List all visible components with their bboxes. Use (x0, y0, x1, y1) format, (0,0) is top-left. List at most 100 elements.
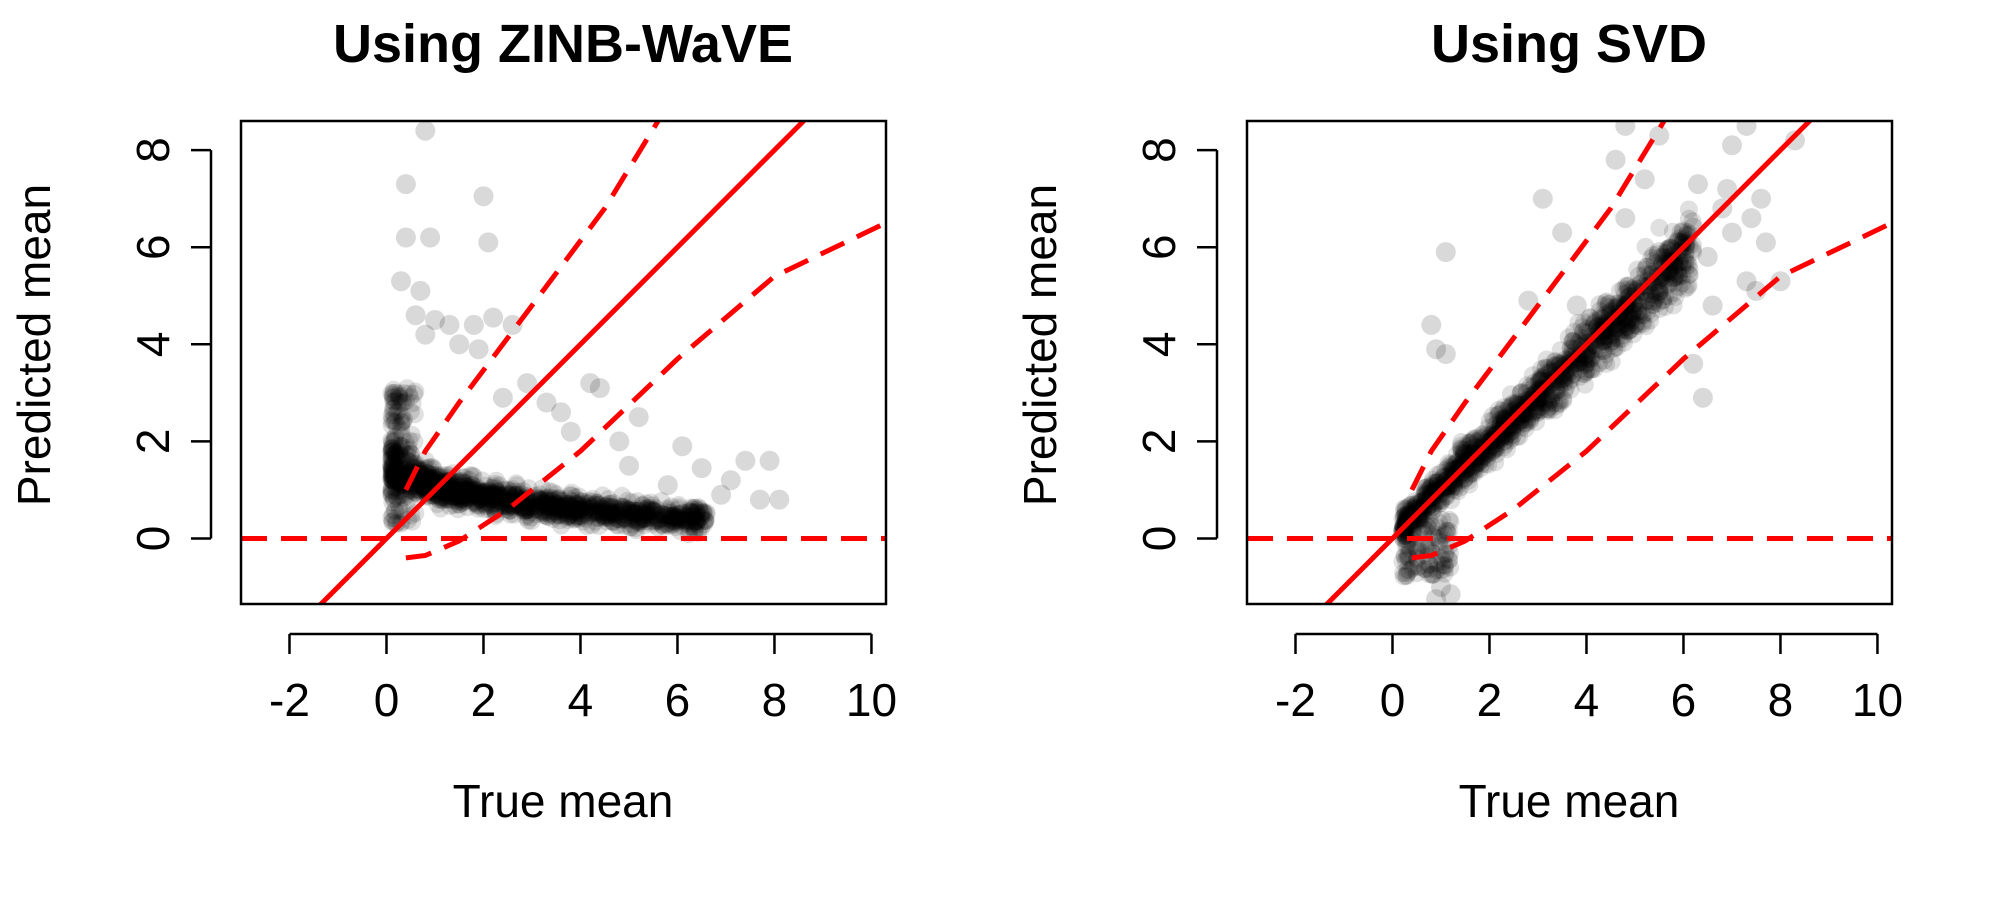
point (1394, 564, 1413, 582)
point (1547, 369, 1566, 388)
point (416, 459, 435, 478)
point (1423, 565, 1442, 584)
point (421, 458, 440, 477)
point (411, 474, 430, 493)
point (687, 500, 706, 519)
point (681, 503, 700, 522)
point (383, 439, 402, 458)
point (634, 509, 653, 528)
point (1665, 273, 1684, 292)
point (572, 499, 591, 518)
point (1402, 514, 1421, 533)
point (1580, 360, 1598, 379)
point (644, 502, 663, 521)
point (696, 510, 715, 529)
point (1679, 275, 1698, 294)
point (569, 487, 588, 506)
point (1618, 277, 1637, 296)
point (411, 473, 430, 492)
point (463, 314, 484, 335)
point (411, 472, 430, 491)
point (1448, 445, 1466, 464)
point (550, 501, 569, 520)
point (515, 502, 534, 521)
point (443, 487, 462, 506)
point (1680, 265, 1699, 284)
point (1433, 527, 1452, 546)
point (671, 509, 690, 528)
point (1669, 278, 1688, 297)
point (641, 505, 660, 524)
outlier-points (1421, 121, 1805, 604)
point (573, 492, 592, 511)
point (385, 413, 404, 432)
point (408, 484, 426, 503)
point (609, 516, 628, 535)
point (1586, 331, 1605, 350)
point (1633, 305, 1652, 324)
point (476, 493, 495, 512)
point (618, 511, 637, 530)
point (612, 511, 631, 529)
point (1550, 380, 1569, 399)
point (618, 501, 637, 520)
point (447, 492, 466, 511)
point (1420, 565, 1438, 584)
point (1621, 309, 1640, 328)
point (441, 487, 460, 506)
point (1515, 392, 1534, 411)
point (685, 519, 704, 538)
point (401, 402, 420, 421)
point (609, 431, 630, 452)
point (652, 492, 671, 511)
point (1472, 425, 1491, 444)
point (522, 495, 541, 514)
point (384, 388, 403, 407)
point (1569, 348, 1588, 367)
point (409, 477, 428, 496)
point (628, 514, 647, 532)
point (661, 510, 680, 529)
point (442, 482, 461, 501)
point (435, 483, 454, 502)
point (621, 501, 640, 520)
point (1454, 444, 1473, 463)
point (454, 487, 473, 506)
point (1649, 242, 1670, 263)
point (484, 490, 503, 509)
point (558, 496, 577, 515)
point (1465, 431, 1483, 450)
point (454, 476, 473, 495)
point (477, 476, 495, 495)
point (601, 498, 620, 517)
point (642, 500, 661, 519)
point (586, 493, 605, 512)
point (384, 468, 403, 487)
point (1540, 367, 1559, 386)
point (1563, 366, 1582, 385)
point (534, 505, 553, 524)
point (1552, 222, 1573, 243)
point (571, 501, 590, 520)
point (385, 479, 404, 497)
point (461, 480, 480, 498)
point (1516, 415, 1534, 434)
point (604, 512, 623, 531)
point (622, 493, 641, 512)
point (1565, 351, 1584, 370)
point (622, 518, 641, 537)
point (607, 515, 626, 534)
point (543, 491, 562, 510)
point (400, 431, 419, 450)
point (597, 500, 616, 519)
point (1544, 384, 1563, 403)
point (482, 496, 501, 515)
point (1513, 404, 1532, 423)
point (522, 512, 541, 531)
point (1433, 556, 1452, 574)
point (1554, 391, 1573, 410)
point (1416, 560, 1434, 579)
point (1402, 505, 1421, 524)
point (389, 468, 408, 487)
x-tick-label: 0 (1380, 674, 1406, 726)
